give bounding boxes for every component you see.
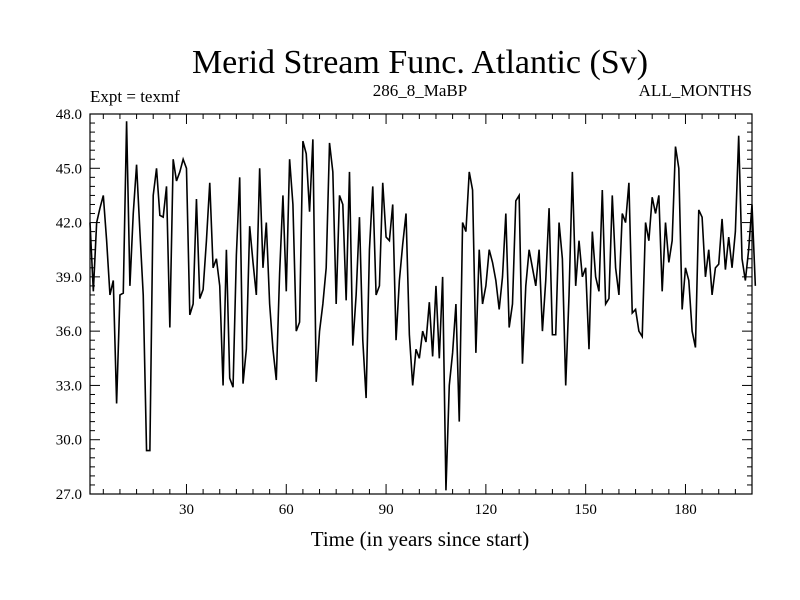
- x-tick-label: 120: [475, 502, 498, 518]
- axis-ticks: [90, 113, 752, 495]
- x-tick-label: 30: [179, 502, 194, 518]
- axis-tick-labels: 30 60 90 120 150 180 27.0 30.0 33.0 36.0 39.0 42.0 4…: [56, 107, 697, 518]
- y-tick-label: 48.0: [56, 107, 82, 123]
- x-tick-label: 150: [574, 502, 597, 518]
- y-tick-label: 33.0: [56, 378, 82, 394]
- period-label: 286_8_MaBP: [373, 81, 467, 100]
- y-tick-label: 45.0: [56, 161, 82, 177]
- series-line: [89, 121, 757, 491]
- y-tick-label: 27.0: [56, 487, 82, 503]
- plot-frame: [89, 113, 753, 495]
- y-tick-label: 36.0: [56, 324, 82, 340]
- y-tick-label: 39.0: [56, 270, 82, 286]
- y-tick-label: 42.0: [56, 216, 82, 232]
- x-tick-label: 90: [379, 502, 394, 518]
- x-tick-label: 60: [279, 502, 294, 518]
- x-tick-label: 180: [674, 502, 697, 518]
- months-label: ALL_MONTHS: [639, 81, 752, 100]
- y-tick-label: 30.0: [56, 433, 82, 449]
- chart-title: Merid Stream Func. Atlantic (Sv): [192, 44, 648, 81]
- x-axis-title: Time (in years since start): [311, 527, 530, 551]
- experiment-label: Expt = texmf: [90, 87, 180, 106]
